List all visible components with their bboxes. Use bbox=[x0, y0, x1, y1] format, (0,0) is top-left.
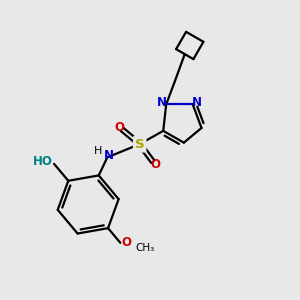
Text: HO: HO bbox=[33, 155, 52, 168]
Text: H: H bbox=[94, 146, 102, 156]
Text: N: N bbox=[191, 96, 202, 110]
Text: O: O bbox=[115, 121, 125, 134]
Text: N: N bbox=[104, 149, 114, 162]
Text: CH₃: CH₃ bbox=[136, 243, 155, 253]
Text: O: O bbox=[150, 158, 160, 171]
Text: N: N bbox=[158, 96, 167, 110]
Text: S: S bbox=[135, 138, 145, 151]
Text: O: O bbox=[122, 236, 132, 249]
